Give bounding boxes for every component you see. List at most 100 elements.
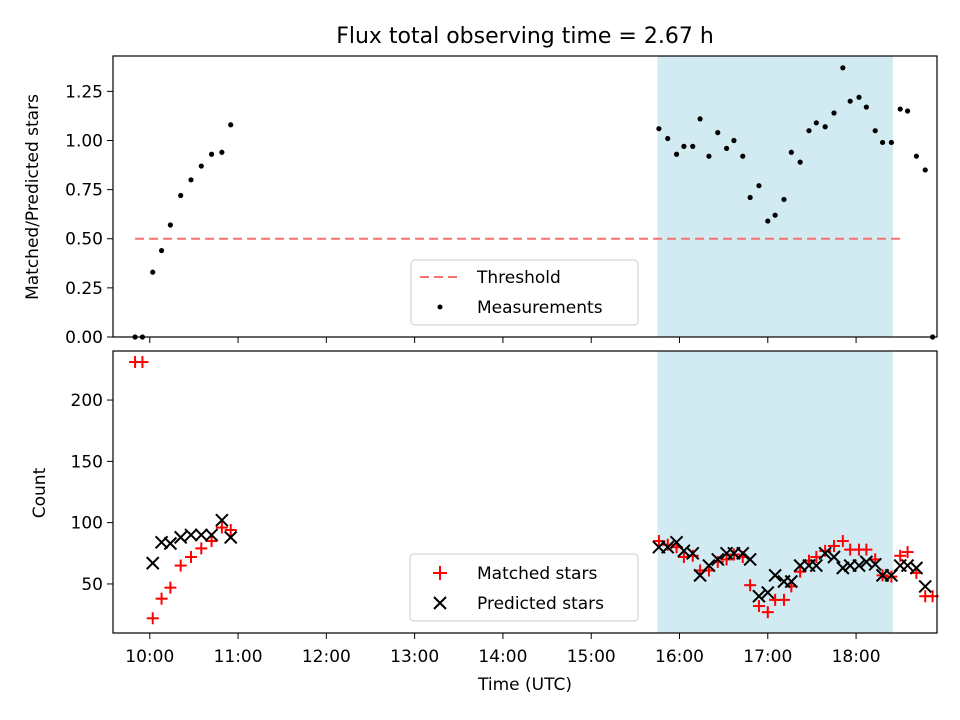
bottom-matched-stars-point-36 [860, 543, 873, 556]
bottom-predicted-stars-point-10 [661, 540, 675, 554]
bottom-matched-stars-point-24 [761, 606, 774, 619]
bottom-predicted-stars-point-16 [711, 552, 725, 567]
bottom-predicted-stars-point-12 [677, 544, 691, 558]
bottom-matched-stars-point-7 [195, 542, 208, 555]
top-measurements-point-41 [904, 108, 911, 114]
top-measurements-point-9 [219, 149, 225, 155]
bottom-predicted-stars-point-33 [852, 558, 866, 573]
bottom-matched-stars-point-6 [184, 550, 197, 563]
xtick-label-7: 17:00 [743, 647, 792, 667]
bottom-predicted-stars-point-2 [163, 536, 178, 551]
top-measurements-point-42 [913, 153, 920, 159]
top-measurements-point-11 [656, 126, 662, 132]
xtick-label-8: 18:00 [832, 647, 881, 667]
bottom-predicted-stars-point-21 [752, 589, 766, 603]
xtick-label-3: 13:00 [390, 647, 439, 667]
bottom-predicted-stars-point-39 [900, 558, 915, 573]
bottom-matched-stars-point-41 [901, 546, 914, 559]
top-measurements-point-31 [822, 124, 828, 130]
x-axis-label: Time (UTC) [477, 675, 572, 695]
top-measurements-point-27 [788, 149, 794, 155]
top-measurements-point-19 [723, 145, 730, 151]
top-measurements-point-14 [681, 143, 687, 149]
legend-predicted-label: Predicted stars [477, 594, 604, 614]
bottom-matched-stars-point-8 [205, 535, 218, 548]
bottom-matched-stars-point-12 [661, 538, 674, 551]
top-measurements-point-39 [888, 139, 894, 146]
bottom-predicted-stars-point-0 [146, 556, 160, 570]
bottom-predicted-stars-point-30 [827, 550, 841, 564]
top-measurements-point-23 [756, 183, 762, 189]
xtick-label-6: 16:00 [655, 647, 704, 667]
top-measurements-point-5 [178, 192, 184, 199]
top-measurements-point-20 [731, 137, 737, 144]
bottom-predicted-stars-point-8 [224, 530, 238, 545]
top-ytick-label-2: 0.50 [65, 230, 103, 250]
legend-matched-label: Matched stars [477, 564, 597, 584]
legend-measurements-label: Measurements [477, 298, 603, 318]
top-shaded-region [657, 56, 893, 337]
bottom-predicted-stars-point-15 [702, 558, 716, 573]
bottom-predicted-stars-point-25 [784, 574, 799, 589]
legend-measurements-swatch [437, 304, 443, 310]
bottom-predicted-stars-point-23 [768, 568, 782, 583]
top-axes-frame [112, 55, 938, 338]
bottom-legend: Matched stars Predicted stars [409, 553, 639, 622]
chart-title: Flux total observing time = 2.67 h [336, 24, 714, 49]
top-measurements-point-35 [856, 94, 862, 100]
bottom-shaded-region [657, 351, 893, 633]
top-measurements-point-29 [806, 128, 812, 134]
top-measurements-point-30 [813, 120, 819, 126]
top-measurements-point-16 [697, 116, 703, 122]
bottom-predicted-stars-point-29 [818, 546, 832, 561]
top-measurements-point-25 [772, 212, 778, 218]
top-measurements-point-13 [673, 151, 680, 157]
top-measurements-point-33 [840, 65, 846, 71]
bottom-predicted-stars-point-13 [686, 546, 700, 561]
bottom-predicted-stars-point-40 [909, 561, 924, 575]
bottom-matched-stars-point-2 [146, 612, 159, 625]
top-ytick-label-4: 1.00 [65, 131, 103, 151]
bottom-matched-stars-point-1 [136, 356, 149, 369]
bottom-predicted-stars-point-34 [859, 555, 874, 569]
bottom-predicted-stars-point-3 [173, 530, 188, 545]
bottom-predicted-stars-point-7 [215, 513, 229, 527]
bottom-ytick-label-0: 50 [81, 575, 103, 595]
bottom-matched-stars-point-22 [744, 579, 757, 592]
xtick-label-5: 15:00 [567, 647, 616, 667]
top-measurements-point-26 [781, 196, 787, 203]
top-measurements-point-32 [831, 110, 837, 116]
xtick-label-1: 11:00 [214, 647, 263, 667]
bottom-ytick-label-1: 100 [71, 514, 103, 534]
top-ytick-label-5: 1.25 [65, 82, 103, 102]
bottom-predicted-stars-point-5 [194, 528, 208, 542]
top-measurements-point-15 [690, 143, 696, 149]
top-measurements-point-4 [167, 222, 173, 228]
bottom-predicted-stars-point-6 [204, 528, 219, 542]
bottom-ytick-label-3: 200 [71, 391, 103, 411]
bottom-matched-stars-point-26 [777, 593, 790, 606]
bottom-axes-frame [112, 350, 938, 634]
top-legend-box [410, 259, 639, 326]
bottom-matched-stars-point-23 [752, 600, 765, 613]
bottom-matched-stars-point-40 [894, 549, 907, 562]
top-measurements-point-3 [158, 247, 165, 254]
bottom-y-axis-label: Count [30, 467, 50, 518]
bottom-predicted-stars-point-20 [743, 552, 757, 567]
top-measurements-point-2 [150, 269, 156, 275]
top-panel: 0.00 0.25 0.50 0.75 1.00 1.25 [65, 55, 938, 348]
top-legend: Threshold Measurements [410, 259, 639, 326]
top-measurements-point-28 [797, 159, 803, 165]
bottom-predicted-stars-point-4 [184, 528, 198, 542]
top-measurements-point-38 [879, 139, 886, 146]
bottom-matched-stars-point-4 [164, 581, 177, 594]
bottom-predicted-stars-point-22 [761, 585, 775, 600]
legend-predicted-swatch [433, 596, 447, 610]
top-measurements-point-18 [715, 130, 721, 136]
top-y-axis-label: Matched/Predicted stars [23, 94, 43, 300]
top-measurements-point-12 [665, 135, 671, 142]
top-measurements-point-22 [747, 194, 753, 201]
top-measurements-point-34 [847, 98, 853, 104]
bottom-matched-stars-point-33 [836, 535, 849, 548]
